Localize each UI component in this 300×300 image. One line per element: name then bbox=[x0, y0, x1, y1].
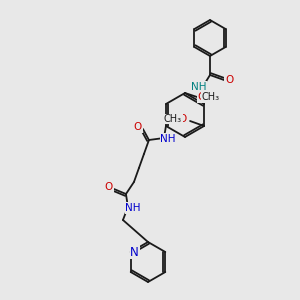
Text: CH₃: CH₃ bbox=[164, 114, 182, 124]
Text: O: O bbox=[198, 92, 206, 102]
Text: O: O bbox=[105, 182, 113, 192]
Text: CH₃: CH₃ bbox=[202, 92, 220, 102]
Text: O: O bbox=[225, 75, 233, 85]
Text: O: O bbox=[178, 114, 186, 124]
Text: N: N bbox=[130, 245, 139, 259]
Text: O: O bbox=[134, 122, 142, 132]
Text: NH: NH bbox=[191, 82, 207, 92]
Text: NH: NH bbox=[125, 203, 141, 213]
Text: NH: NH bbox=[160, 134, 176, 144]
